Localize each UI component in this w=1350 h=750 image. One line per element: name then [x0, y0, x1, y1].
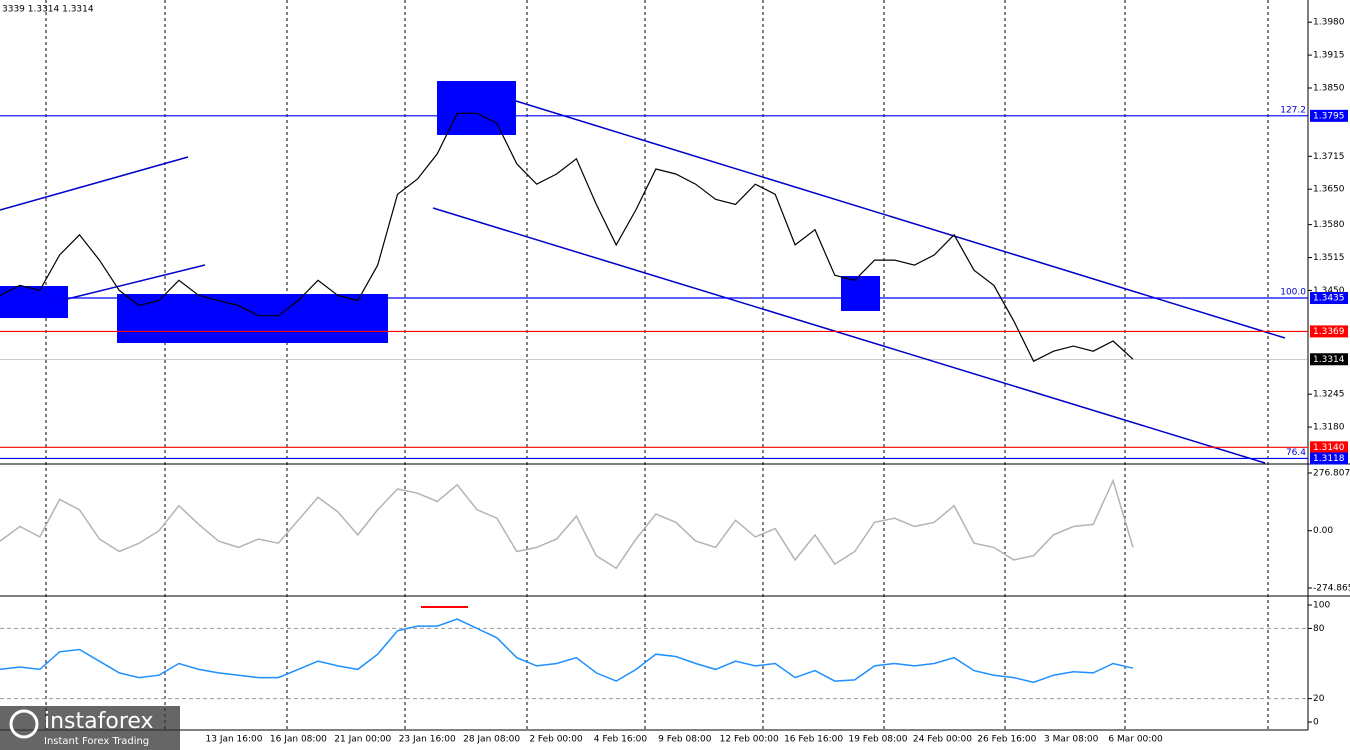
- level-label: 1.3140: [1313, 443, 1345, 453]
- y-tick-label: 1.3715: [1313, 152, 1345, 162]
- vertical-grid: [45, 0, 1269, 730]
- level-label: 1.3314: [1313, 355, 1345, 365]
- x-tick-label: 16 Feb 16:00: [784, 735, 843, 745]
- y-tick-label: 1.3915: [1313, 51, 1345, 61]
- x-tick-label: 13 Jan 16:00: [206, 735, 263, 745]
- level-label: 1.3118: [1313, 454, 1345, 464]
- y-tick-label: 1.3650: [1313, 185, 1345, 195]
- fib-label: 100.0: [1280, 288, 1306, 298]
- series-line: [0, 112, 1134, 363]
- level-label: 1.3435: [1313, 294, 1345, 304]
- x-tick-label: 19 Feb 08:00: [848, 735, 907, 745]
- chart-header: 3339 1.3314 1.3314: [2, 5, 94, 15]
- logo-name: instaforex: [44, 709, 154, 734]
- y-tick-label: 1.3980: [1313, 18, 1345, 28]
- y-tick-label: 1.3180: [1313, 423, 1345, 433]
- x-tick-label: 21 Jan 00:00: [334, 735, 391, 745]
- zones: [0, 81, 880, 343]
- level-label: 1.3369: [1313, 327, 1345, 337]
- y-tick-label: 80: [1313, 624, 1325, 634]
- watermark: instaforex Instant Forex Trading: [0, 706, 180, 750]
- level-tag: [1310, 452, 1348, 465]
- level-tag: [1310, 441, 1348, 454]
- level-label: 1.3795: [1313, 111, 1345, 121]
- series-line: [0, 478, 1134, 570]
- fib-label: 127.2: [1280, 105, 1306, 115]
- x-tick-label: 23 Jan 16:00: [399, 735, 456, 745]
- y-tick-label: 0: [1313, 718, 1319, 728]
- x-tick-label: 3 Mar 08:00: [1044, 735, 1099, 745]
- y-tick-label: 276.8074: [1313, 468, 1350, 478]
- x-tick-label: 12 Feb 00:00: [720, 735, 779, 745]
- x-tick-label: 24 Feb 00:00: [913, 735, 972, 745]
- y-tick-label: 1.3450: [1313, 286, 1345, 296]
- x-tick-label: 16 Jan 08:00: [270, 735, 327, 745]
- y-tick-label: 1.3515: [1313, 253, 1345, 263]
- x-tick-label: 2 Feb 00:00: [529, 735, 583, 745]
- y-tick-label: 20: [1313, 694, 1325, 704]
- y-tick-label: 0.00: [1313, 526, 1333, 536]
- y-tick-label: 1.3850: [1313, 83, 1345, 93]
- y-tick-label: 100: [1313, 601, 1330, 611]
- level-tag: [1310, 109, 1348, 122]
- series-line: [0, 618, 1134, 684]
- y-tick-label: 1.3580: [1313, 220, 1345, 230]
- level-tag: [1310, 353, 1348, 366]
- x-tick-label: 26 Feb 16:00: [977, 735, 1036, 745]
- level-tag: [1310, 325, 1348, 338]
- x-tick-label: 4 Feb 16:00: [594, 735, 648, 745]
- x-tick-label: 9 Feb 08:00: [658, 735, 712, 745]
- y-tick-label: 1.3245: [1313, 390, 1345, 400]
- x-tick-label: 28 Jan 08:00: [463, 735, 520, 745]
- x-tick-label: 6 Mar 00:00: [1108, 735, 1163, 745]
- level-tag: [1310, 292, 1348, 305]
- y-tick-label: -274.8650: [1313, 584, 1350, 594]
- logo-tagline: Instant Forex Trading: [44, 736, 149, 747]
- fib-label: 76.4: [1286, 448, 1306, 458]
